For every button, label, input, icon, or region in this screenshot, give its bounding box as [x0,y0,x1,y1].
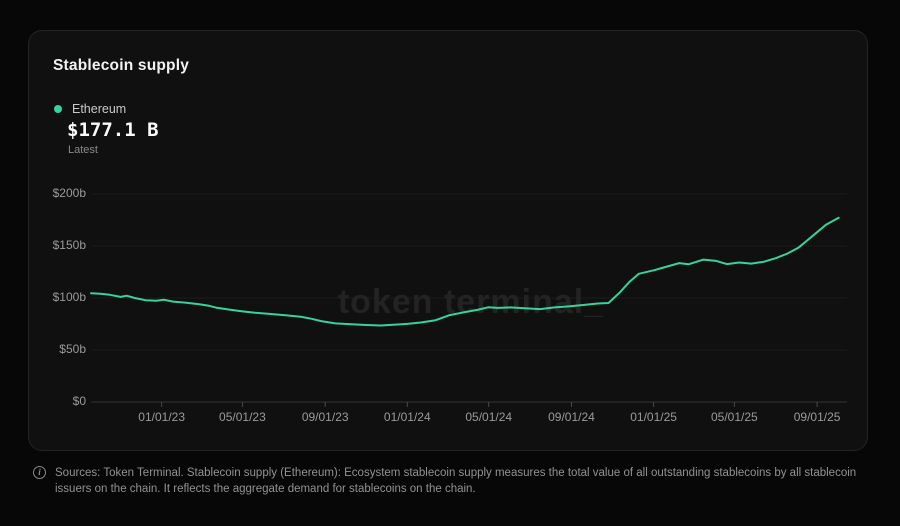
legend-series-label: Ethereum [72,102,127,116]
legend-item-ethereum[interactable]: Ethereum [54,102,126,116]
latest-value: $177.1 B [67,119,159,141]
x-axis-label: 09/01/24 [548,410,595,424]
info-circle-icon: i [33,466,46,479]
x-axis-label: 05/01/25 [711,410,758,424]
chart-plot-area[interactable]: $200b $150b $100b $50b $0 token terminal_ 01/0… [29,181,869,443]
series-line-ethereum [90,216,840,327]
page-title: Stablecoin supply [53,57,190,74]
x-axis-label: 01/01/25 [630,410,677,424]
sources-footnote: i Sources: Token Terminal. Stablecoin su… [33,465,873,497]
x-axis-label: 09/01/25 [794,410,841,424]
y-axis-label: $0 [73,394,87,408]
ethereum-series-dot-icon [54,105,62,113]
x-axis-label: 01/01/24 [384,410,431,424]
token-terminal-watermark: token terminal_ [338,283,604,321]
x-axis-label: 05/01/23 [219,410,266,424]
x-axis-label: 05/01/24 [465,410,512,424]
y-axis-label: $50b [59,342,86,356]
latest-caption: Latest [68,144,98,156]
x-axis-label: 01/01/23 [138,410,185,424]
x-axis-label: 09/01/23 [302,410,349,424]
y-axis-label: $200b [53,186,87,200]
y-axis-label: $150b [53,238,87,252]
sources-text: Sources: Token Terminal. Stablecoin supp… [55,467,857,495]
stablecoin-supply-chart-card: Stablecoin supply Ethereum $177.1 B Late… [28,30,868,451]
y-axis-label: $100b [53,290,87,304]
